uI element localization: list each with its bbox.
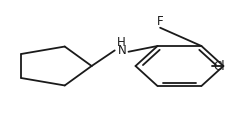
Text: Cl: Cl bbox=[213, 60, 224, 72]
Text: F: F bbox=[156, 15, 163, 28]
Text: N: N bbox=[118, 44, 126, 57]
Text: H: H bbox=[116, 36, 125, 49]
